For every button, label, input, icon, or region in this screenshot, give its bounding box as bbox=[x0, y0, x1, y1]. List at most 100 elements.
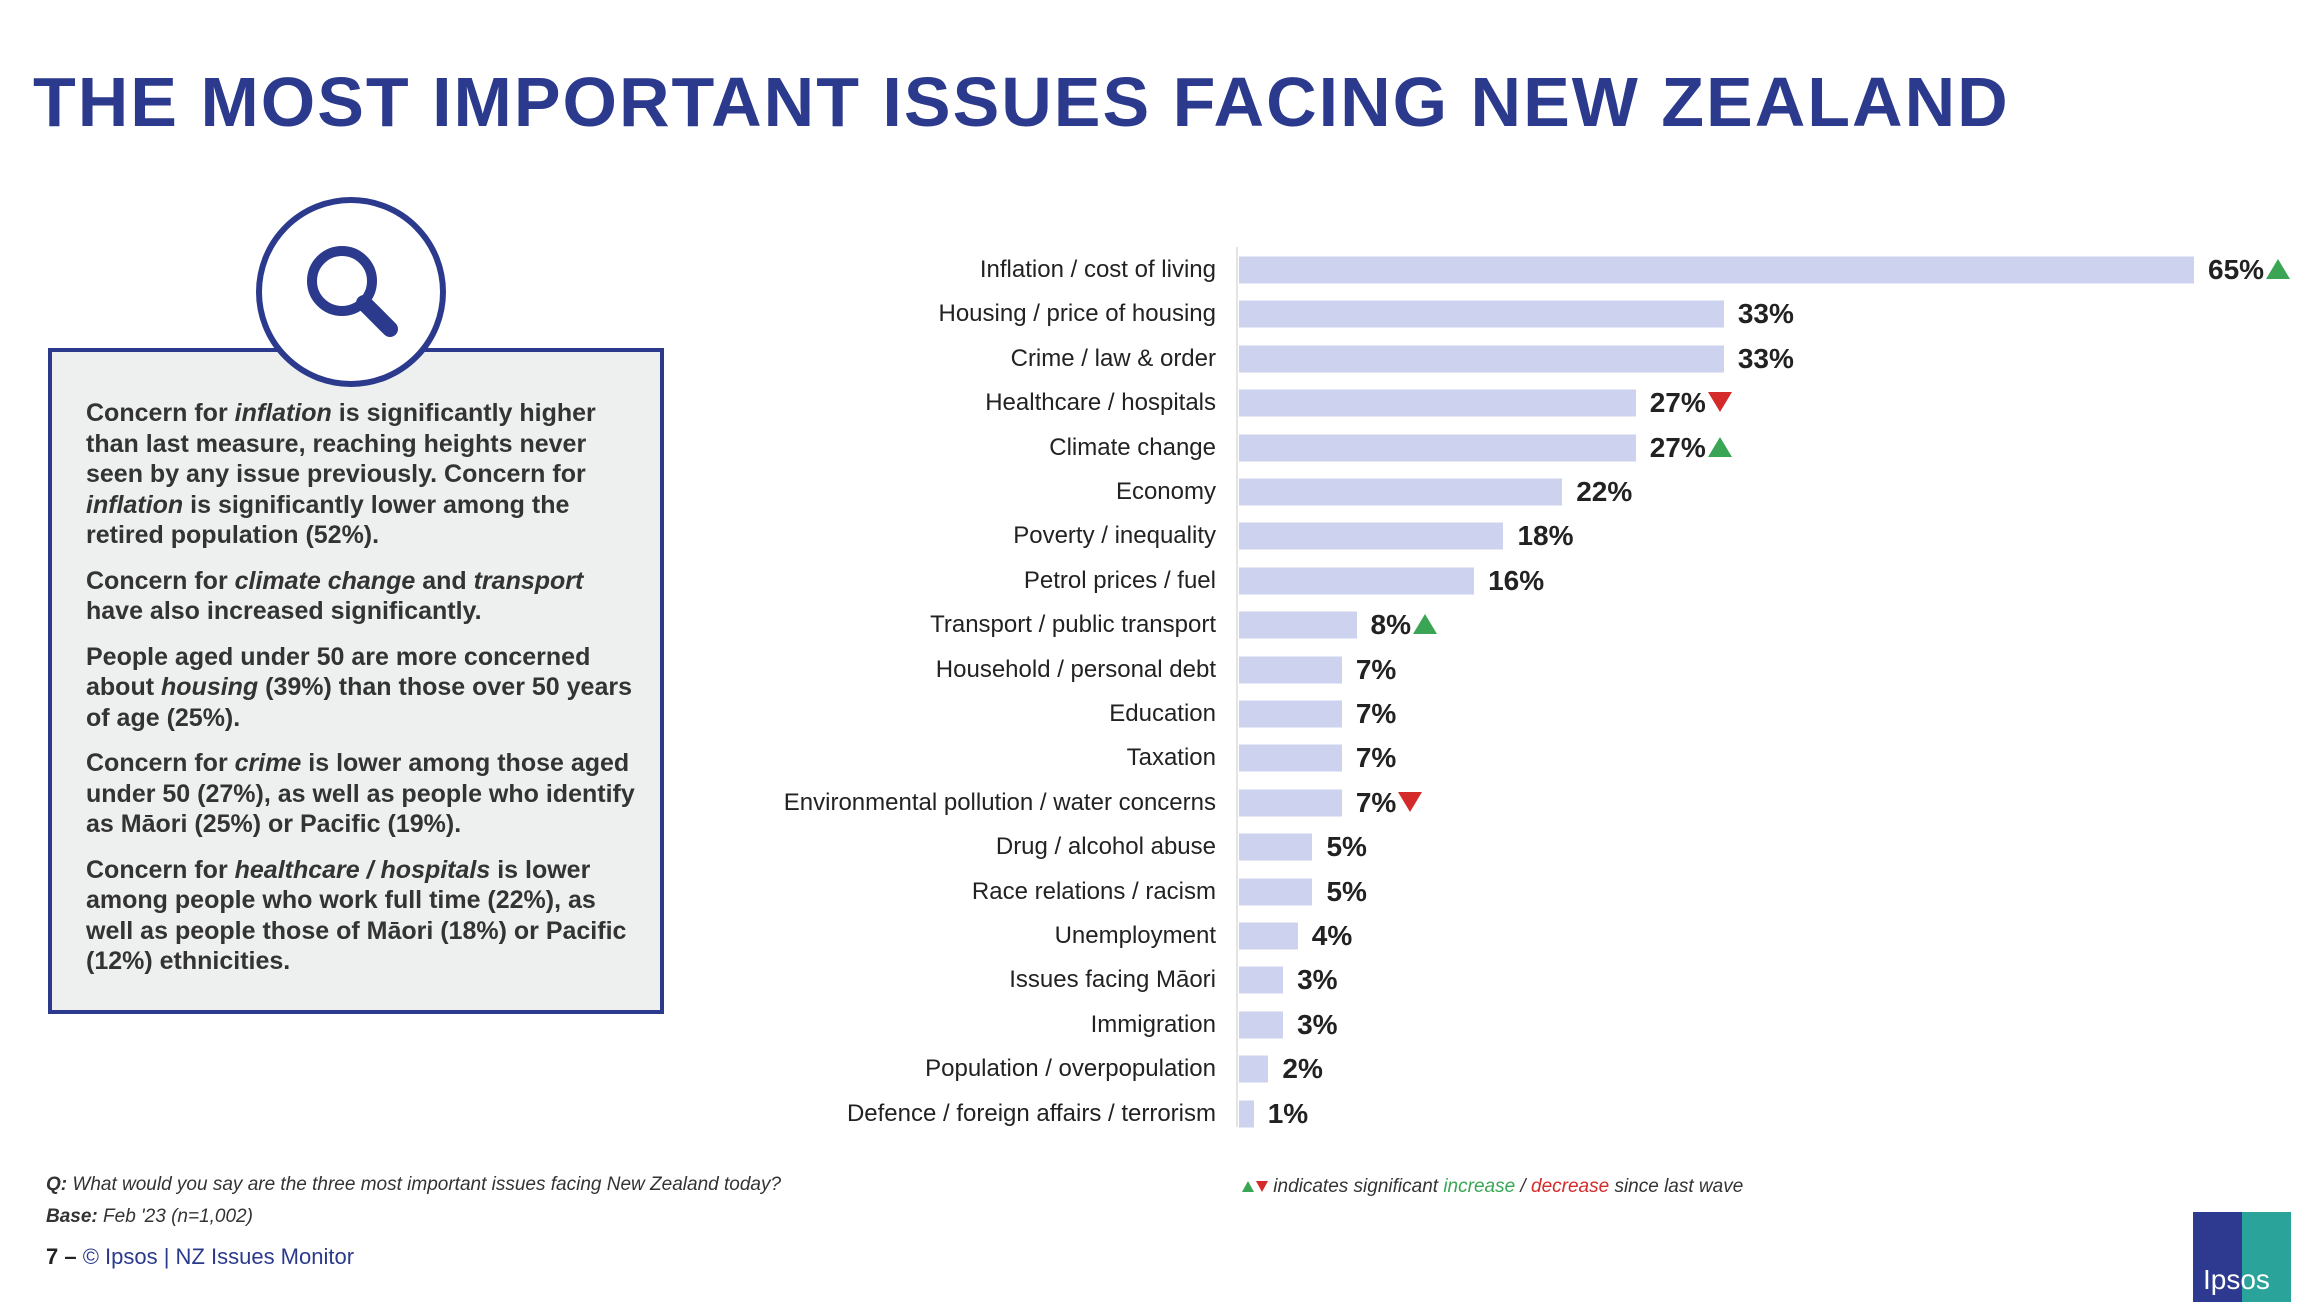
category-label: Education bbox=[1109, 700, 1216, 727]
increase-triangle-icon bbox=[1413, 614, 1437, 635]
legend-decrease: decrease bbox=[1531, 1176, 1610, 1197]
value-text: 27% bbox=[1649, 387, 1706, 419]
value-label: 7% bbox=[1356, 698, 1396, 730]
commentary-paragraph: People aged under 50 are more concerned … bbox=[86, 642, 646, 734]
value-text: 16% bbox=[1488, 564, 1545, 596]
bar bbox=[1239, 966, 1284, 994]
value-label: 7% bbox=[1355, 786, 1423, 819]
bar bbox=[1239, 300, 1724, 328]
legend-increase: increase bbox=[1443, 1176, 1516, 1197]
category-label: Unemployment bbox=[1054, 922, 1216, 949]
category-label: Immigration bbox=[1090, 1010, 1216, 1038]
commentary-text-run: Concern for bbox=[86, 399, 235, 427]
value-text: 8% bbox=[1370, 609, 1411, 641]
category-label: Transport / public transport bbox=[930, 611, 1216, 639]
value-text: 7% bbox=[1355, 698, 1397, 729]
ipsos-logo: Ipsos bbox=[2193, 1212, 2291, 1302]
category-label: Taxation bbox=[1126, 744, 1216, 772]
magnifier-badge bbox=[256, 197, 446, 387]
commentary-box: Concern for inflation is significantly h… bbox=[48, 348, 664, 1014]
value-text: 5% bbox=[1326, 875, 1367, 907]
bar bbox=[1239, 345, 1724, 373]
question-label: Q: bbox=[46, 1174, 68, 1195]
bar bbox=[1239, 567, 1475, 595]
legend-suffix: since last wave bbox=[1609, 1176, 1744, 1197]
commentary-emphasis: healthcare / hospitals bbox=[234, 855, 491, 884]
value-text: 7% bbox=[1355, 786, 1397, 818]
category-label: Inflation / cost of living bbox=[979, 256, 1216, 283]
commentary-text-run: People aged under 50 are more concerned … bbox=[86, 642, 591, 702]
commentary-paragraph: Concern for crime is lower among those a… bbox=[86, 748, 646, 840]
base-note: Base: Feb '23 (n=1,002) bbox=[46, 1206, 253, 1228]
value-label: 18% bbox=[1517, 520, 1573, 552]
commentary-text-run: (39%) than those over 50 years of age (2… bbox=[86, 673, 632, 732]
value-label: 5% bbox=[1326, 876, 1366, 908]
value-label: 33% bbox=[1738, 298, 1794, 330]
commentary-text-run: is significantly higher than last measur… bbox=[86, 399, 596, 488]
bar bbox=[1239, 1100, 1254, 1128]
commentary-emphasis: crime bbox=[234, 749, 302, 777]
value-label: 33% bbox=[1738, 343, 1794, 375]
page-number: 7 – bbox=[46, 1244, 77, 1269]
value-text: 65% bbox=[2208, 254, 2265, 285]
commentary-text-run: Concern for bbox=[86, 749, 235, 777]
commentary-emphasis: inflation bbox=[234, 399, 332, 427]
search-icon bbox=[307, 246, 398, 337]
decrease-triangle-icon bbox=[1256, 1181, 1268, 1192]
commentary-emphasis: climate change bbox=[234, 566, 416, 595]
logo-text: Ipsos bbox=[2203, 1264, 2270, 1295]
bar bbox=[1239, 656, 1342, 684]
value-label: 65% bbox=[2208, 254, 2291, 286]
bar bbox=[1239, 611, 1357, 639]
bar bbox=[1239, 522, 1504, 550]
category-label: Drug / alcohol abuse bbox=[995, 833, 1216, 861]
value-label: 22% bbox=[1576, 476, 1632, 508]
question-text: What would you say are the three most im… bbox=[67, 1174, 782, 1195]
value-label: 27% bbox=[1650, 387, 1732, 419]
commentary-text-run: and bbox=[415, 566, 474, 595]
significance-legend: indicates significant increase / decreas… bbox=[1240, 1176, 1743, 1198]
commentary-paragraph: Concern for inflation is significantly h… bbox=[86, 398, 646, 551]
value-label: 8% bbox=[1371, 609, 1437, 641]
bar bbox=[1239, 256, 2194, 284]
question-note: Q: What would you say are the three most… bbox=[46, 1174, 781, 1196]
value-text: 3% bbox=[1297, 964, 1338, 996]
category-label: Housing / price of housing bbox=[938, 300, 1217, 328]
decrease-triangle-icon bbox=[1398, 791, 1423, 812]
commentary-paragraph: Concern for climate change and transport… bbox=[86, 566, 646, 627]
category-label: Crime / law & order bbox=[1010, 344, 1216, 372]
bar bbox=[1239, 789, 1342, 817]
category-label: Issues facing Māori bbox=[1009, 966, 1216, 994]
value-label: 7% bbox=[1356, 654, 1396, 686]
value-text: 4% bbox=[1311, 920, 1353, 951]
commentary-paragraph: Concern for healthcare / hospitals is lo… bbox=[86, 855, 646, 977]
bar bbox=[1239, 833, 1313, 861]
value-label: 3% bbox=[1297, 1009, 1337, 1041]
commentary-text-run: Concern for bbox=[86, 566, 235, 595]
category-label: Petrol prices / fuel bbox=[1023, 566, 1216, 594]
commentary-emphasis: housing bbox=[161, 673, 259, 701]
bar bbox=[1239, 744, 1342, 772]
value-text: 33% bbox=[1737, 298, 1794, 330]
legend-separator: / bbox=[1515, 1176, 1531, 1197]
commentary-text-run: Concern for bbox=[86, 855, 235, 884]
value-text: 27% bbox=[1649, 431, 1706, 463]
value-text: 5% bbox=[1326, 831, 1367, 863]
value-text: 7% bbox=[1355, 742, 1397, 774]
bar bbox=[1239, 1011, 1284, 1039]
bar bbox=[1239, 700, 1342, 728]
commentary-text-run: is lower among people who work full time… bbox=[86, 855, 627, 976]
commentary-text: Concern for inflation is significantly h… bbox=[86, 398, 646, 992]
category-label: Environmental pollution / water concerns bbox=[783, 788, 1216, 816]
category-label: Population / overpopulation bbox=[925, 1055, 1216, 1083]
increase-triangle-icon bbox=[1707, 436, 1732, 457]
value-label: 2% bbox=[1282, 1053, 1322, 1085]
value-text: 2% bbox=[1282, 1053, 1323, 1085]
bar bbox=[1239, 478, 1563, 506]
commentary-emphasis: inflation bbox=[86, 490, 184, 519]
category-label: Defence / foreign affairs / terrorism bbox=[846, 1099, 1216, 1127]
category-label: Economy bbox=[1115, 478, 1216, 505]
value-text: 3% bbox=[1297, 1008, 1338, 1040]
source-text: © Ipsos | NZ Issues Monitor bbox=[76, 1244, 355, 1269]
bar bbox=[1239, 434, 1636, 462]
